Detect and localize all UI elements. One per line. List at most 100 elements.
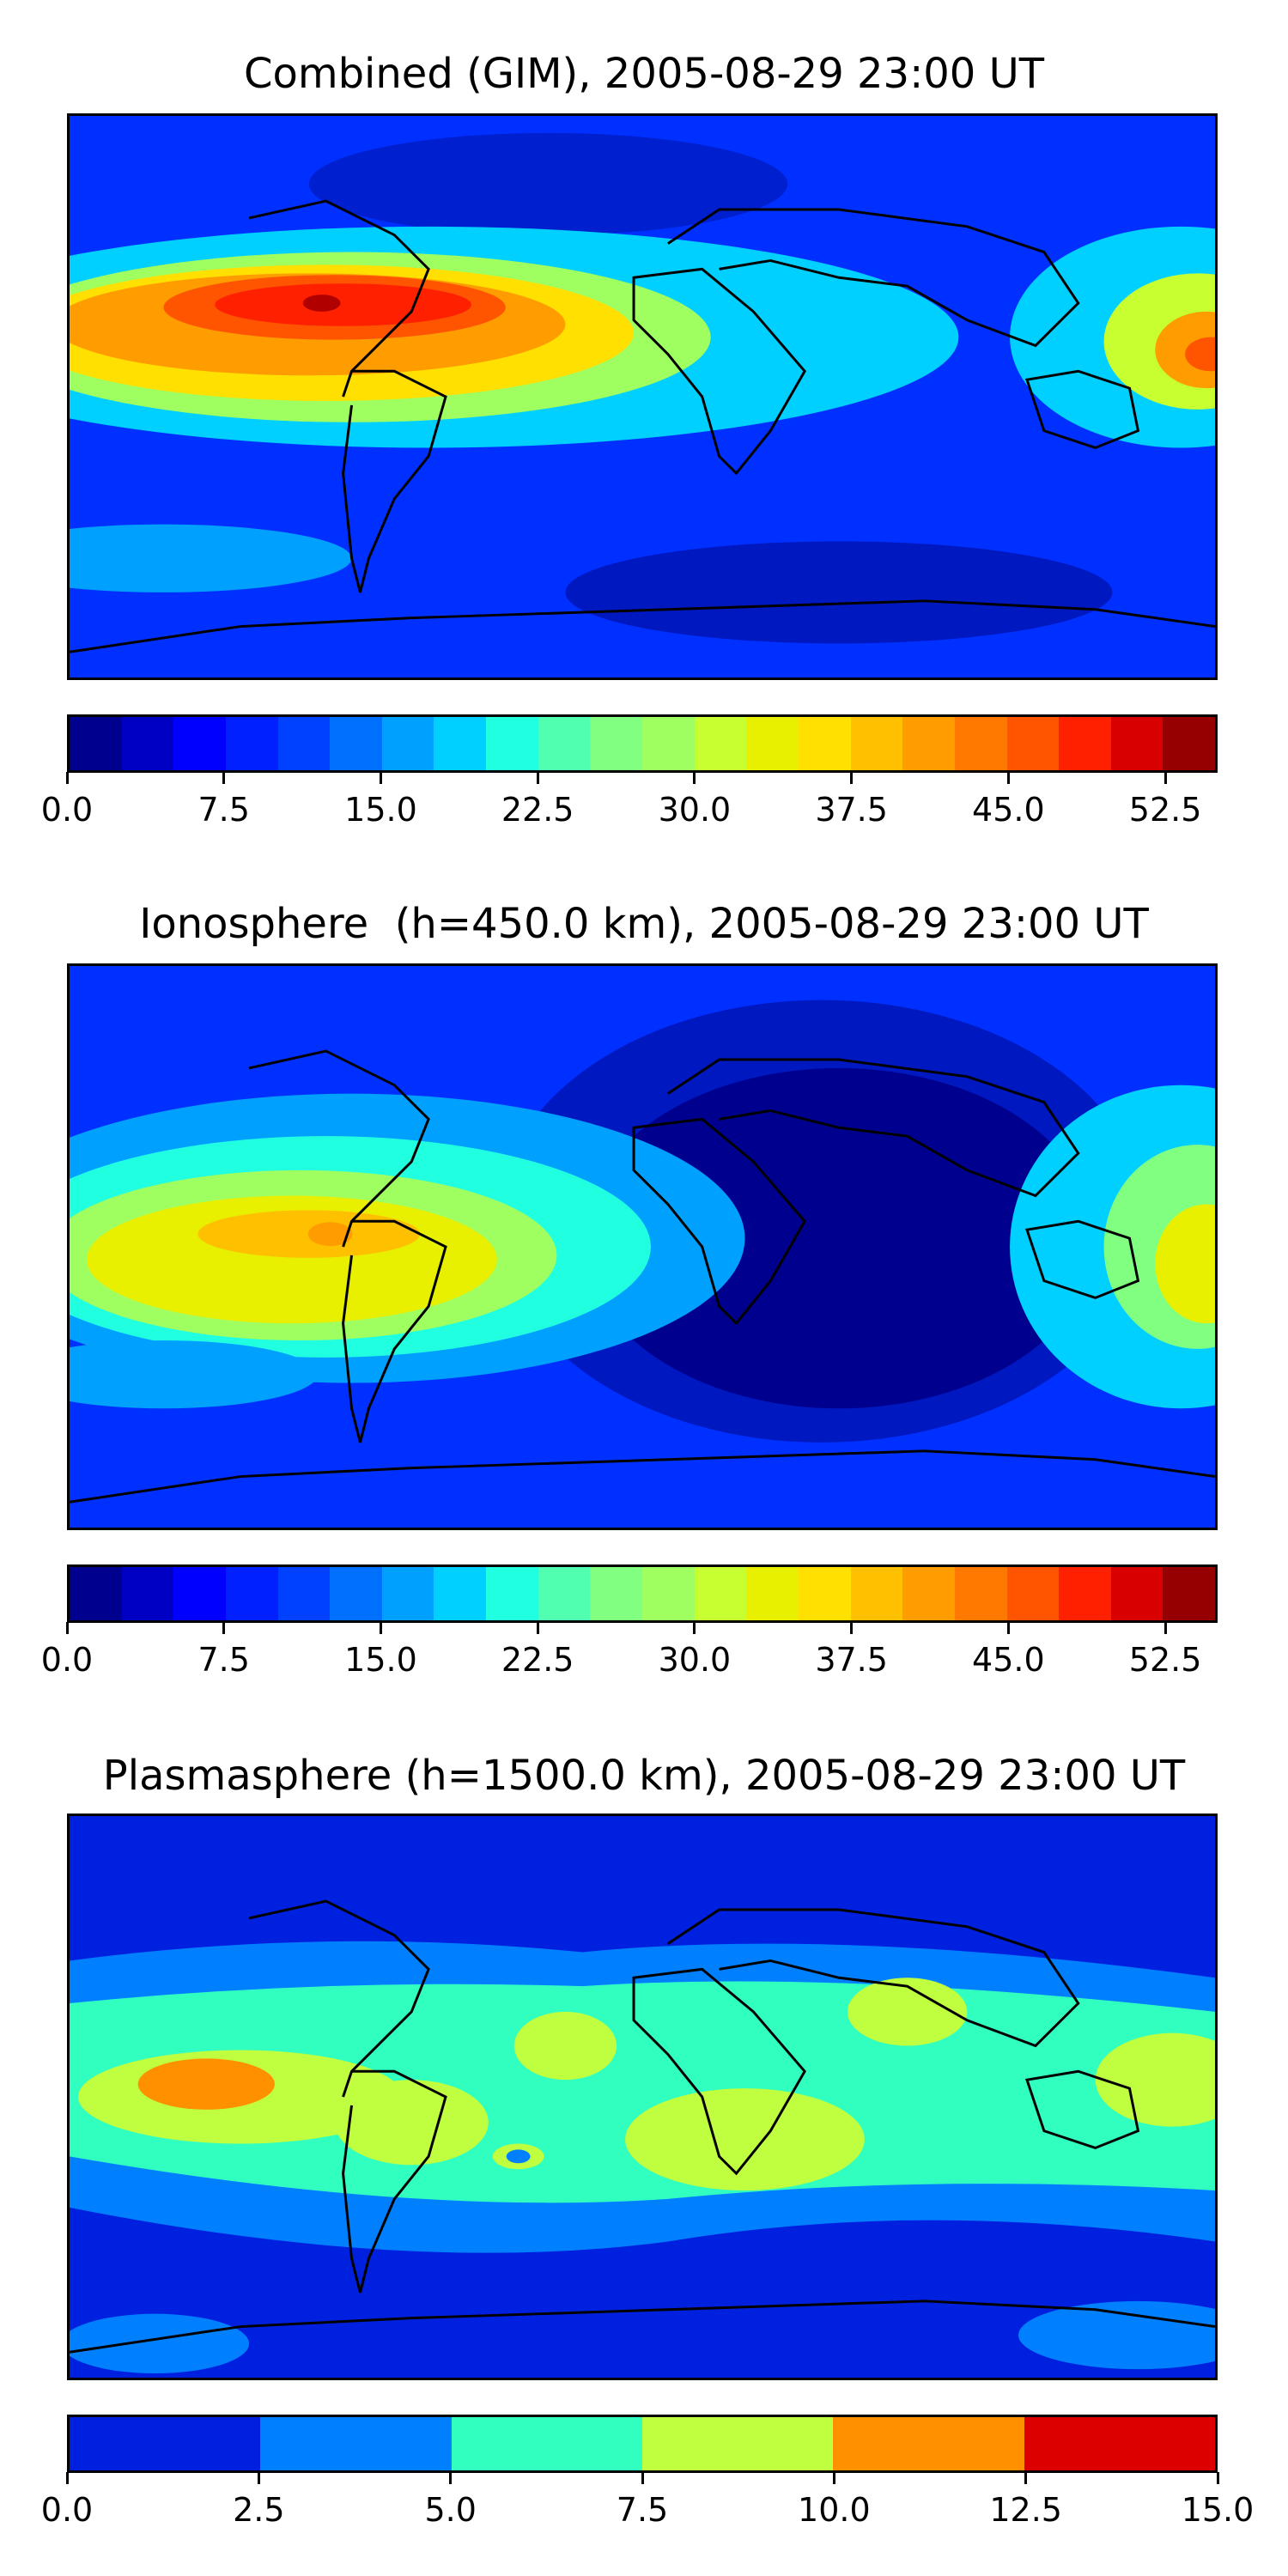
colorbar-cell: [1163, 1567, 1216, 1620]
coastline-south-america: [342, 369, 447, 593]
chart-1-heatmap: [70, 116, 1215, 677]
coastline-antarctica: [70, 599, 1215, 653]
colorbar-cell: [1006, 717, 1060, 770]
heatmap-fields: [70, 999, 1215, 1443]
colorbar-tick-label: 30.0: [658, 1641, 732, 1679]
coastline-africa: [632, 1117, 806, 1326]
colorbar-tick-label: 0.0: [40, 791, 94, 829]
coastline-north-america: [248, 1899, 430, 2098]
colorbar-tick-label: 7.5: [197, 791, 250, 829]
colorbar-cell: [538, 717, 591, 770]
chart-1-map: [67, 113, 1218, 680]
colorbar-cell: [694, 1567, 747, 1620]
heatmap-region: [1155, 1204, 1215, 1324]
colorbar-tick: [257, 2472, 260, 2484]
colorbar-tick: [1163, 1622, 1167, 1634]
colorbar-tick: [832, 2472, 835, 2484]
coastline-south-america: [342, 1219, 447, 1443]
colorbar-cell: [277, 1567, 331, 1620]
colorbar-tick: [449, 2472, 453, 2484]
colorbar-cell: [381, 717, 434, 770]
colorbar-cell: [451, 2417, 642, 2470]
chart-2-colorbar: [67, 1564, 1218, 1623]
heatmap-region: [302, 295, 341, 312]
colorbar-cell: [1110, 1567, 1163, 1620]
colorbar-tick: [1024, 2472, 1028, 2484]
colorbar-tick: [379, 772, 382, 784]
colorbar-cell: [641, 2417, 834, 2470]
colorbar-tick: [693, 772, 696, 784]
chart-1-colorbar-ticks: 0.0 7.5 15.0 22.5 30.0 37.5 45.0 52.5: [41, 772, 1218, 829]
colorbar-tick: [222, 1622, 226, 1634]
colorbar-tick-label: 45.0: [972, 1641, 1045, 1679]
colorbar-cell: [486, 1567, 538, 1620]
colorbar-tick-label: 15.0: [344, 1641, 417, 1679]
colorbar-cell: [225, 717, 278, 770]
colorbar-tick-label: 30.0: [658, 791, 732, 829]
heatmap-region: [215, 283, 471, 326]
heatmap-fields: [70, 1941, 1215, 2374]
heatmap-region: [137, 2058, 275, 2110]
chart-3-heatmap: [70, 1816, 1215, 2378]
chart-2-heatmap: [70, 966, 1215, 1528]
colorbar-cell: [902, 717, 955, 770]
colorbar-tick-label: 10.0: [798, 2491, 871, 2529]
heatmap-region: [513, 2011, 617, 2081]
chart-2-map: [67, 963, 1218, 1530]
colorbar-tick-label: 5.0: [424, 2491, 477, 2529]
colorbar-tick-label: 12.5: [989, 2491, 1062, 2529]
colorbar-cell: [1006, 1567, 1060, 1620]
colorbar-tick: [536, 772, 539, 784]
colorbar-cell: [330, 717, 382, 770]
colorbar-tick: [379, 1622, 382, 1634]
colorbar-cell: [225, 1567, 278, 1620]
chart-3-title: Plasmasphere (h=1500.0 km), 2005-08-29 2…: [102, 1752, 1186, 1800]
colorbar-tick-label: 0.0: [40, 2491, 94, 2529]
colorbar-tick-label: 37.5: [815, 1641, 888, 1679]
coastline-africa: [632, 267, 806, 476]
colorbar-tick: [850, 1622, 854, 1634]
coastlines: [70, 1899, 1215, 2354]
colorbar-tick: [1163, 772, 1167, 784]
colorbar-cell: [70, 717, 122, 770]
colorbar-cell: [850, 1567, 903, 1620]
heatmap-region: [1185, 337, 1215, 372]
colorbar-cell: [434, 1567, 487, 1620]
coastline-north-america: [248, 1049, 430, 1248]
colorbar-cell: [694, 717, 747, 770]
coastline-africa: [632, 1967, 806, 2176]
colorbar-cell: [902, 1567, 955, 1620]
colorbar-cell: [954, 1567, 1007, 1620]
colorbar-cell: [746, 717, 799, 770]
heatmap-region: [1018, 2300, 1215, 2370]
chart-1-colorbar: [67, 714, 1218, 773]
colorbar-tick: [65, 1622, 69, 1634]
colorbar-cell: [798, 1567, 851, 1620]
colorbar-cell: [954, 717, 1007, 770]
chart-2-colorbar-ticks: 0.0 7.5 15.0 22.5 30.0 37.5 45.0 52.5: [41, 1622, 1218, 1679]
colorbar-tick: [65, 2472, 69, 2484]
heatmap-region: [506, 2149, 531, 2164]
colorbar-cell: [173, 1567, 226, 1620]
colorbar-cell: [381, 1567, 434, 1620]
colorbar-cell: [538, 1567, 591, 1620]
colorbar-tick: [693, 1622, 696, 1634]
colorbar-cell: [70, 2417, 261, 2470]
heatmap-region: [334, 2080, 489, 2166]
colorbar-tick-label: 0.0: [40, 1641, 94, 1679]
colorbar-tick-label: 52.5: [1128, 791, 1202, 829]
coastline-south-america: [342, 2069, 447, 2293]
colorbar-tick-label: 37.5: [815, 791, 888, 829]
colorbar-tick-label: 15.0: [344, 791, 417, 829]
colorbar-cell: [590, 717, 643, 770]
colorbar-cell: [1163, 717, 1216, 770]
heatmap-region: [70, 524, 352, 592]
coastline-eurasia: [667, 1908, 1080, 2048]
colorbar-cell: [1024, 2417, 1215, 2470]
coastlines: [70, 199, 1215, 653]
coastline-eurasia: [667, 1058, 1080, 1198]
colorbar-cell: [850, 717, 903, 770]
colorbar-cell: [746, 1567, 799, 1620]
coastline-antarctica: [70, 1449, 1215, 1504]
colorbar-tick-label: 52.5: [1128, 1641, 1202, 1679]
